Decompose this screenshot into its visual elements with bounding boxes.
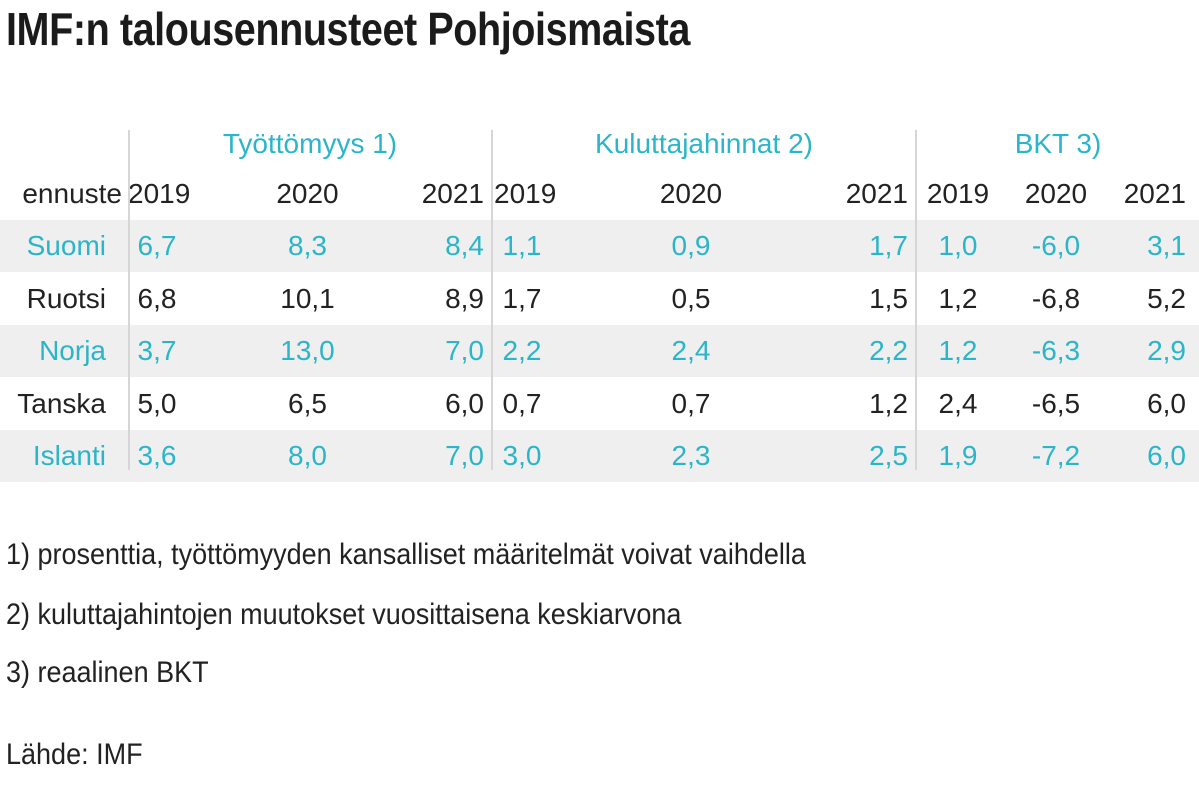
- page-title: IMF:n talousennusteet Pohjoismaista: [6, 3, 690, 55]
- table-cell: 2,9: [1147, 335, 1186, 366]
- group-header: Työttömyys 1): [222, 128, 398, 159]
- column-divider: [915, 130, 917, 470]
- header-cell: 2020: [1024, 178, 1088, 209]
- table-cell: 6,7: [137, 230, 177, 261]
- header-cell: 2019: [926, 178, 990, 209]
- table-cell: 0,7: [671, 387, 711, 419]
- table-cell: 2,4: [938, 387, 978, 419]
- table-cell: 2,3: [671, 440, 711, 471]
- table-cell: 6,0: [1147, 387, 1186, 419]
- table-cell: 5,2: [1147, 282, 1186, 314]
- table-row-stripe: [0, 220, 1199, 272]
- table-cell: 5,0: [137, 387, 177, 419]
- table-cell: -7,2: [1031, 440, 1081, 471]
- table-cell: 8,3: [288, 230, 327, 261]
- column-divider: [491, 130, 493, 470]
- row-label: Ruotsi: [26, 282, 106, 314]
- table-cell: 8,4: [445, 230, 484, 261]
- header-cell: ennuste: [22, 178, 122, 209]
- source-label: Lähde: IMF: [6, 738, 143, 771]
- table-cell: 0,7: [502, 387, 542, 419]
- table-cell: 1,2: [938, 335, 978, 366]
- row-label: Tanska: [17, 387, 106, 419]
- table-cell: 0,9: [671, 230, 711, 261]
- header-cell: 2021: [845, 178, 908, 209]
- header-cell: 2020: [276, 178, 339, 209]
- table-cell: 3,0: [502, 440, 542, 471]
- table-cell: 3,7: [137, 335, 177, 366]
- footnote-1: 1) prosenttia, työttömyyden kansalliset …: [6, 538, 806, 571]
- row-label: Norja: [39, 335, 106, 366]
- table-cell: -6,3: [1031, 335, 1081, 366]
- table-cell: 0,5: [671, 282, 711, 314]
- table-cell: 1,7: [869, 230, 908, 261]
- table-cell: 1,7: [502, 282, 542, 314]
- row-label: Suomi: [26, 230, 106, 261]
- table-cell: 2,5: [869, 440, 908, 471]
- column-divider: [128, 130, 130, 470]
- header-cell: 2019: [494, 178, 557, 209]
- table-cell: 6,5: [288, 387, 327, 419]
- table-cell: 10,1: [280, 282, 335, 314]
- table-cell: 1,9: [938, 440, 978, 471]
- table-cell: 1,5: [869, 282, 908, 314]
- table-cell: -6,0: [1031, 230, 1081, 261]
- table-cell: 1,2: [938, 282, 978, 314]
- table-cell: -6,5: [1031, 387, 1081, 419]
- table-cell: 3,6: [137, 440, 177, 471]
- header-cell: 2021: [1123, 178, 1186, 209]
- header-cell: 2020: [659, 178, 723, 209]
- row-label: Islanti: [32, 440, 106, 471]
- footnote-2: 2) kuluttajahintojen muutokset vuosittai…: [6, 598, 682, 631]
- header-cell: 2019: [128, 178, 191, 209]
- table-cell: 2,2: [502, 335, 542, 366]
- table-cell: 1,0: [938, 230, 978, 261]
- table-cell: 7,0: [445, 440, 484, 471]
- table-row-stripe: [0, 430, 1199, 482]
- table-cell: 8,9: [445, 282, 484, 314]
- table-cell: 1,2: [869, 387, 908, 419]
- table-cell: 6,0: [1147, 440, 1186, 471]
- group-header: BKT 3): [1014, 128, 1102, 159]
- table-cell: 13,0: [280, 335, 335, 366]
- footnote-3: 3) reaalinen BKT: [6, 656, 209, 689]
- table-cell: 6,0: [445, 387, 484, 419]
- table-cell: 2,4: [671, 335, 711, 366]
- table-cell: -6,8: [1031, 282, 1081, 314]
- table-cell: 1,1: [502, 230, 542, 261]
- table-cell: 8,0: [288, 440, 327, 471]
- group-header: Kuluttajahinnat 2): [595, 128, 813, 159]
- table-cell: 3,1: [1147, 230, 1186, 261]
- table-cell: 2,2: [869, 335, 908, 366]
- table-cell: 7,0: [445, 335, 484, 366]
- table-cell: 6,8: [137, 282, 177, 314]
- header-cell: 2021: [421, 178, 484, 209]
- table-row-stripe: [0, 325, 1199, 377]
